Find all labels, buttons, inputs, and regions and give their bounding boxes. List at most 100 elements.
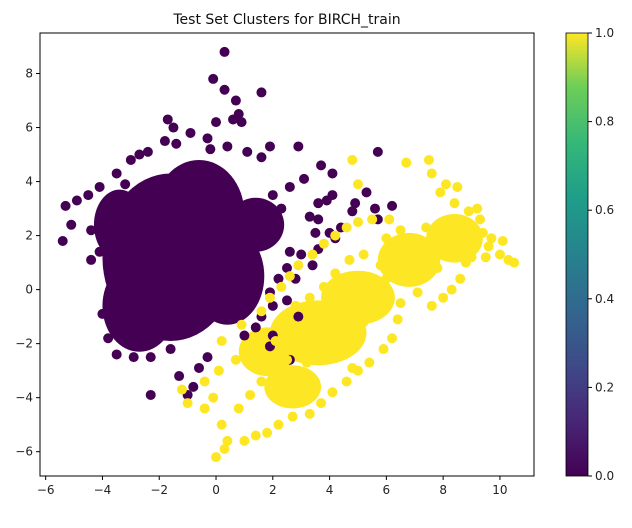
- point-cluster0-68: [145, 389, 156, 400]
- point-cluster1-34: [316, 398, 327, 409]
- point-cluster0-39: [310, 227, 321, 238]
- point-cluster1-37: [273, 419, 284, 430]
- point-cluster1-4: [440, 179, 451, 190]
- point-cluster1-88: [404, 238, 415, 249]
- x-tick-label: 0: [212, 483, 220, 497]
- point-cluster0-19: [222, 141, 233, 152]
- point-cluster1-10: [477, 227, 488, 238]
- y-tick-label: −6: [15, 445, 33, 459]
- point-cluster1-28: [387, 333, 398, 344]
- point-cluster1-77: [338, 349, 349, 360]
- point-cluster1-91: [460, 257, 471, 268]
- point-cluster0-85: [71, 195, 82, 206]
- point-cluster1-81: [256, 376, 267, 387]
- point-cluster1-44: [216, 419, 227, 430]
- point-cluster0-70: [165, 344, 176, 355]
- point-cluster1-43: [219, 443, 230, 454]
- point-cluster1-71: [318, 281, 329, 292]
- point-cluster1-26: [381, 273, 392, 284]
- colorbar-tick-label: 0.2: [595, 380, 614, 394]
- point-cluster0-80: [94, 246, 105, 257]
- point-cluster1-12: [497, 235, 508, 246]
- y-tick-label: 6: [25, 121, 33, 135]
- point-cluster1-59: [293, 260, 304, 271]
- point-cluster0-16: [171, 138, 182, 149]
- point-cluster0-30: [276, 203, 287, 214]
- point-cluster1-32: [341, 376, 352, 387]
- point-cluster0-27: [299, 173, 310, 184]
- point-cluster1-13: [494, 249, 505, 260]
- x-tick-label: 4: [326, 483, 334, 497]
- density-blob-11: [238, 327, 296, 377]
- point-cluster1-79: [282, 354, 292, 365]
- point-cluster0-56: [250, 322, 261, 333]
- point-cluster1-82: [245, 389, 256, 400]
- x-tick-label: 8: [439, 483, 447, 497]
- point-cluster1-35: [304, 408, 315, 419]
- point-cluster0-78: [103, 263, 114, 274]
- colorbar-axis: 0.0 0.2 0.4 0.6 0.8 1.0: [588, 26, 614, 483]
- point-cluster1-95: [381, 233, 392, 244]
- density-blob-9: [377, 232, 441, 287]
- point-cluster1-74: [299, 322, 310, 333]
- point-cluster1-72: [304, 292, 315, 303]
- point-cluster0-34: [361, 187, 372, 198]
- density-blob-10: [426, 213, 483, 263]
- y-tick-label: −2: [15, 337, 33, 351]
- point-cluster1-8: [463, 206, 474, 217]
- point-cluster0-41: [313, 214, 324, 225]
- y-tick-label: 2: [25, 229, 33, 243]
- point-cluster1-45: [233, 403, 244, 414]
- x-tick-label: −2: [150, 483, 168, 497]
- point-cluster0-63: [222, 311, 233, 322]
- point-cluster0-36: [387, 200, 398, 211]
- point-cluster1-54: [236, 319, 247, 330]
- point-cluster0-89: [111, 168, 122, 179]
- colorbar-tick-label: 0.6: [595, 203, 614, 217]
- point-cluster1-52: [230, 354, 241, 365]
- point-cluster0-88: [94, 181, 105, 192]
- point-cluster1-92: [483, 241, 494, 252]
- density-blob-2: [102, 259, 177, 352]
- point-cluster0-90: [120, 179, 131, 190]
- point-cluster0-54: [267, 300, 278, 311]
- point-cluster0-49: [307, 260, 318, 271]
- point-cluster1-11: [486, 233, 497, 244]
- point-cluster1-85: [301, 357, 312, 368]
- point-cluster0-58: [293, 311, 304, 322]
- point-cluster1-7: [472, 203, 483, 214]
- point-cluster0-2: [256, 87, 267, 98]
- point-cluster1-9: [475, 214, 486, 225]
- point-cluster0-4: [236, 117, 247, 128]
- point-cluster0-8: [228, 114, 239, 125]
- point-cluster0-5: [219, 84, 230, 95]
- point-cluster0-69: [174, 371, 185, 382]
- point-cluster0-10: [168, 122, 179, 133]
- point-cluster0-84: [83, 190, 94, 201]
- point-cluster1-40: [239, 435, 250, 446]
- point-cluster0-20: [242, 146, 253, 157]
- point-cluster1-1: [401, 157, 412, 168]
- point-cluster1-19: [432, 263, 443, 274]
- point-cluster1-29: [378, 344, 389, 355]
- point-cluster1-75: [313, 330, 324, 341]
- point-cluster0-14: [125, 154, 136, 165]
- point-cluster1-15: [509, 257, 520, 268]
- point-cluster1-39: [250, 430, 261, 441]
- point-cluster1-24: [412, 287, 423, 298]
- point-cluster0-21: [264, 141, 275, 152]
- point-cluster0-11: [185, 127, 196, 138]
- point-cluster1-83: [253, 341, 264, 352]
- point-cluster1-84: [270, 335, 281, 346]
- point-cluster0-40: [304, 211, 315, 222]
- point-cluster1-57: [276, 281, 287, 292]
- colorbar-tick-label: 0.4: [595, 292, 614, 306]
- colorbar-tick-label: 1.0: [595, 26, 614, 40]
- point-cluster0-9: [162, 114, 173, 125]
- point-cluster0-71: [145, 352, 156, 363]
- point-cluster1-61: [318, 238, 329, 249]
- point-cluster0-62: [239, 330, 250, 341]
- point-cluster0-6: [230, 95, 241, 106]
- point-cluster1-41: [222, 435, 233, 446]
- point-cluster1-27: [392, 314, 403, 325]
